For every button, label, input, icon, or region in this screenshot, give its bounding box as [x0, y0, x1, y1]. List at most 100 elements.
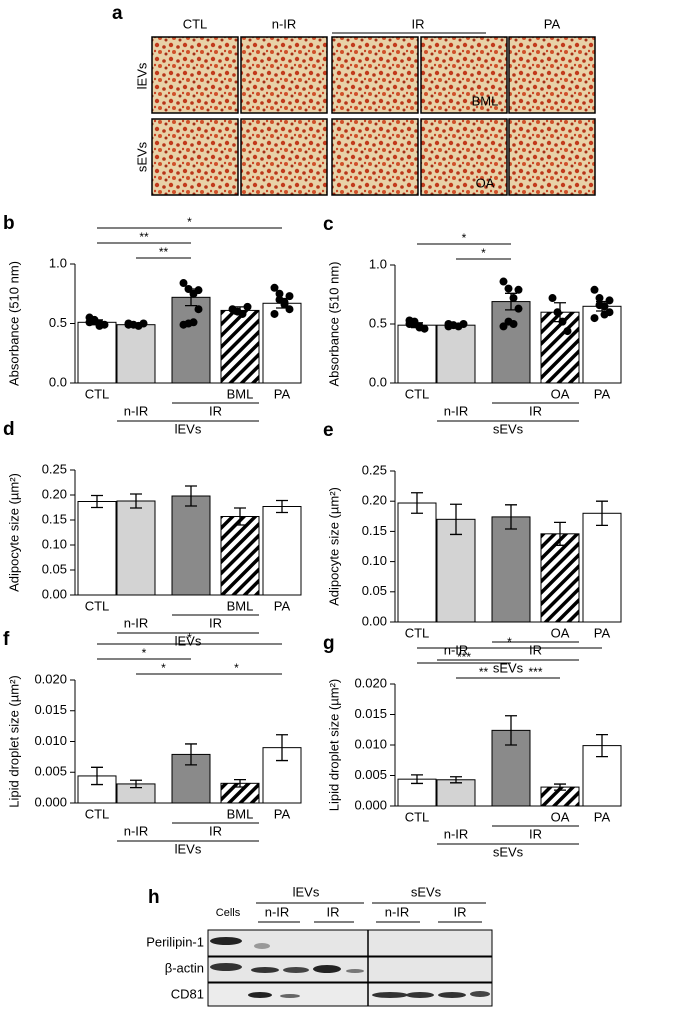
y-tick-label: 0.000 [354, 797, 387, 812]
bar [171, 495, 211, 596]
x-tick-label: CTL [405, 625, 430, 640]
bar [436, 324, 476, 384]
data-point [179, 279, 188, 288]
x-tick-label: CTL [85, 806, 110, 821]
error-bar [596, 733, 608, 758]
group-label: lEVs [175, 421, 202, 436]
group-label: lEVs [175, 841, 202, 856]
error-bar [554, 521, 566, 546]
y-tick-label: 0.20 [42, 486, 67, 501]
error-bar [596, 500, 608, 527]
y-tick-label: 0.015 [34, 702, 67, 717]
data-point [499, 322, 508, 331]
column-label: IR [412, 16, 425, 31]
significance-label: * [507, 635, 512, 649]
y-tick-label: 0.25 [42, 461, 67, 476]
error-bar [130, 779, 142, 789]
error-bar [185, 743, 197, 766]
x-tick-label: PA [594, 625, 611, 640]
significance-label: ** [159, 245, 169, 259]
x-tick-label: BML [227, 598, 254, 613]
x-tick-label: n-IR [444, 826, 469, 841]
x-tick-label: n-IR [124, 615, 149, 630]
error-bar [450, 776, 462, 784]
data-point [270, 283, 279, 292]
lane-label: n-IR [265, 904, 290, 919]
y-tick-label: 0.15 [362, 523, 387, 538]
significance-label: * [187, 631, 192, 645]
y-tick-label: 0.005 [354, 767, 387, 782]
y-tick-label: 0.010 [34, 733, 67, 748]
significance-label: * [142, 646, 147, 660]
blot [207, 929, 493, 1007]
x-tick-label: OA [551, 386, 570, 401]
error-bar [234, 778, 246, 788]
significance-label: * [462, 231, 467, 245]
data-point [514, 285, 523, 294]
error-bar [91, 766, 103, 786]
data-point [509, 294, 518, 303]
error-bar [554, 783, 566, 791]
lane-label: n-IR [385, 904, 410, 919]
x-tick-label: CTL [405, 809, 430, 824]
data-point [595, 301, 604, 310]
group-label: sEVs [411, 884, 442, 899]
y-tick-label: 0.15 [42, 511, 67, 526]
x-tick-label: n-IR [124, 823, 149, 838]
y-tick-label: 1.0 [369, 256, 387, 271]
bar [491, 301, 531, 384]
bar [397, 502, 437, 623]
y-tick-label: 0.0 [49, 374, 67, 389]
panel-letter: c [323, 214, 334, 235]
data-point [600, 310, 609, 319]
x-tick-label: PA [594, 386, 611, 401]
panel-letter: d [3, 419, 15, 440]
y-tick-label: 0.000 [34, 794, 67, 809]
y-tick-label: 1.0 [49, 255, 67, 270]
data-point [285, 292, 294, 301]
panel-letter: a [112, 3, 123, 24]
error-bar [130, 493, 142, 509]
y-tick-label: 0.00 [362, 613, 387, 628]
x-tick-label: BML [227, 386, 254, 401]
column-label: CTL [183, 16, 208, 31]
panel-letter: e [323, 420, 334, 441]
significance-label: * [234, 661, 239, 675]
inset-label: OA [476, 175, 495, 190]
bar [540, 533, 580, 623]
y-tick-label: 0.05 [42, 561, 67, 576]
group-label: sEVs [493, 660, 524, 675]
data-point [563, 327, 572, 336]
significance-label: ** [479, 665, 489, 679]
panel-letter: h [148, 887, 160, 908]
y-tick-label: 0.010 [354, 736, 387, 751]
bar [220, 516, 260, 596]
column-label: PA [544, 16, 561, 31]
error-bar [505, 504, 517, 530]
data-point [270, 309, 279, 318]
x-tick-label: CTL [85, 598, 110, 613]
lane-label: IR [454, 904, 467, 919]
data-point [558, 317, 567, 326]
data-point [280, 300, 289, 309]
y-axis-label: Adipocyte size (µm²) [6, 473, 21, 592]
bar [220, 309, 260, 384]
y-tick-label: 0.5 [369, 315, 387, 330]
bar [262, 506, 302, 596]
panel-letter: f [3, 629, 10, 650]
x-tick-label: OA [551, 625, 570, 640]
y-tick-label: 0.020 [354, 675, 387, 690]
error-bar [234, 507, 246, 526]
protein-label: CD81 [171, 986, 204, 1001]
y-axis-label: Lipid droplet size (µm²) [6, 675, 21, 807]
error-bar [450, 503, 462, 536]
data-point [595, 294, 604, 303]
data-point [504, 284, 513, 293]
data-point [90, 315, 99, 324]
bar [116, 500, 156, 596]
bar [582, 305, 622, 384]
bar [171, 296, 211, 384]
data-point [499, 277, 508, 286]
significance-label: * [161, 661, 166, 675]
